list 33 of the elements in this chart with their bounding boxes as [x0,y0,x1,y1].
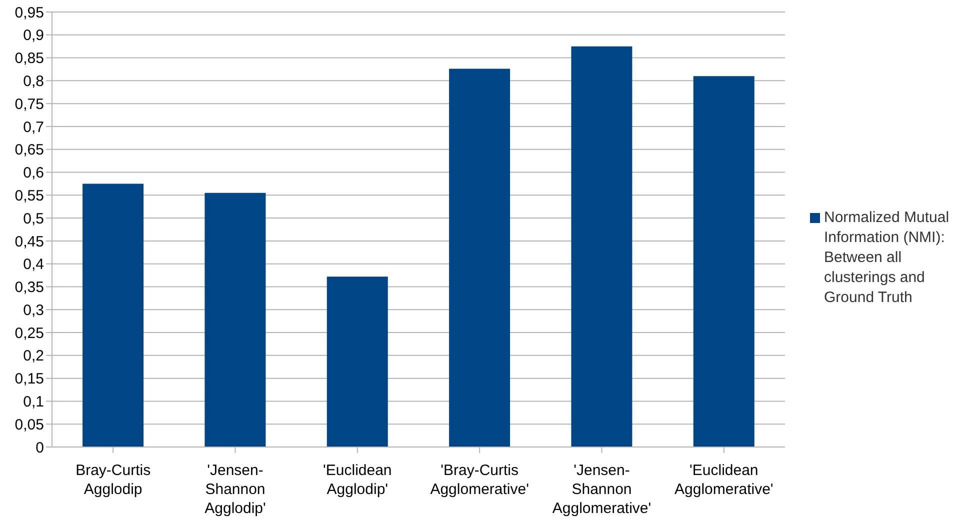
y-tick-label: 0,45 [14,233,44,250]
y-tick-label: 0,2 [23,348,44,365]
y-tick-label: 0,5 [23,210,44,228]
bar [82,184,144,447]
legend-label: Normalized Mutual Information (NMI): Between all clusterings and Ground Truth [824,208,950,308]
y-tick-label: 0,05 [14,416,44,434]
y-tick-label: 0,3 [23,302,44,319]
y-tick-label: 0,7 [23,118,44,136]
y-tick-label: 0,55 [14,187,44,204]
bar [449,68,510,447]
bar [571,46,632,447]
bar [204,192,266,447]
y-tick-label: 0,15 [14,370,44,388]
bar [326,276,388,447]
y-tick-label: 0,85 [14,50,44,68]
y-tick-label: 0,25 [14,324,44,342]
y-tick-label: 0,8 [23,73,44,90]
x-tick-label: 'Jensen-Shannon Agglomerative' [552,462,652,517]
x-tick-label: 'Jensen-Shannon Agglodip' [204,462,266,517]
y-tick-label: 0,9 [23,27,44,44]
y-tick-label: 0,65 [14,142,44,159]
x-tick-label: 'Euclidean Agglomerative' [674,462,774,498]
y-tick-label: 0,35 [14,279,44,296]
y-tick-label: 0 [36,439,44,456]
y-tick-label: 0,95 [14,4,44,22]
bar [693,76,754,447]
x-tick-label: 'Euclidean Agglodip' [323,462,392,498]
y-tick-label: 0,6 [23,164,44,182]
y-tick-label: 0,4 [23,256,44,274]
x-tick-label: 'Bray-Curtis Agglomerative' [430,462,530,498]
y-tick-label: 0,1 [23,394,44,411]
y-tick-label: 0,75 [14,96,44,113]
x-tick-label: Bray-Curtis Agglodip [76,462,151,498]
